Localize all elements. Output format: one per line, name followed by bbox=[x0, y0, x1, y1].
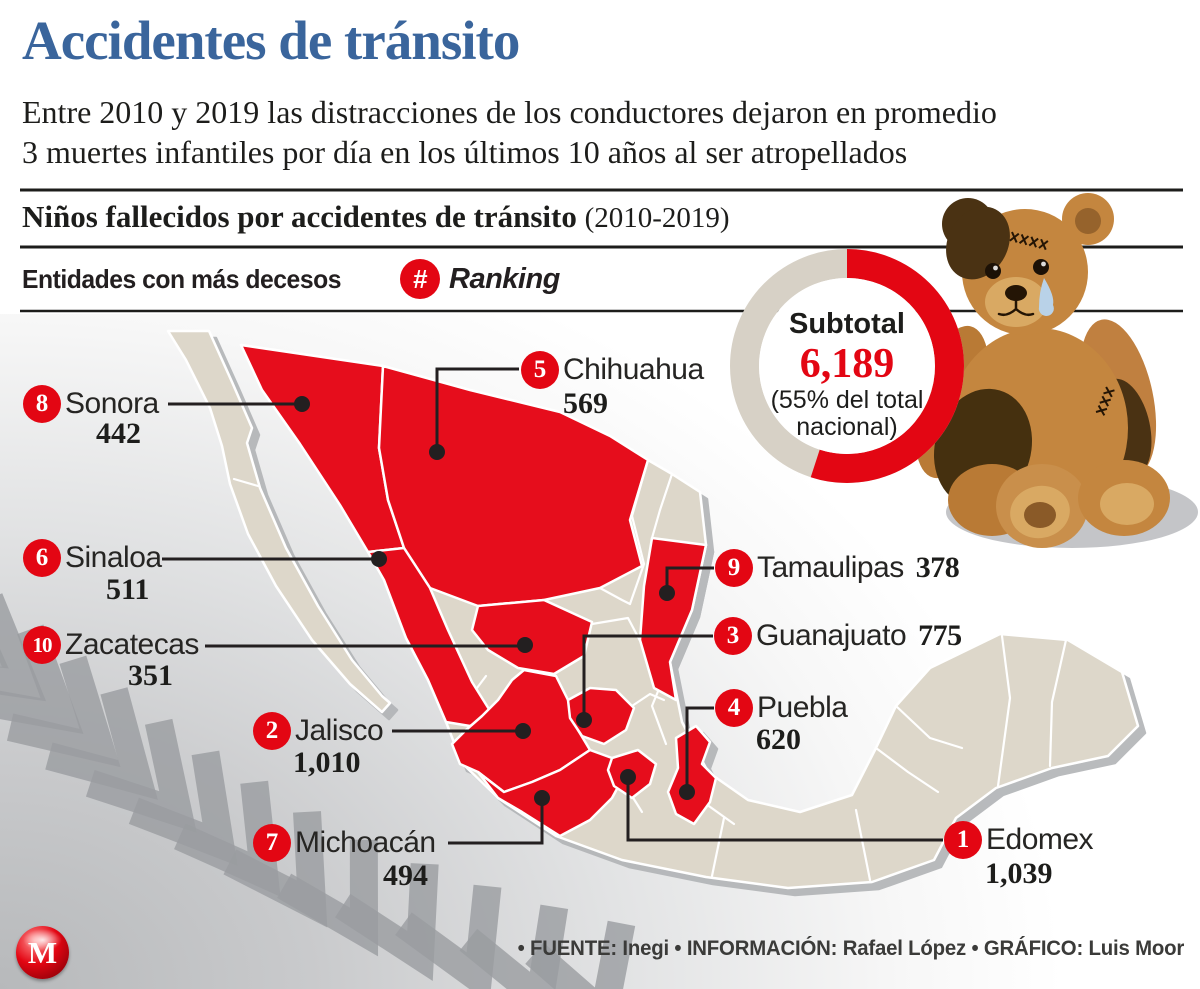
state-borders bbox=[232, 458, 1068, 882]
rank-badge-Puebla: 4 bbox=[715, 689, 753, 727]
subtitle-line-2: 3 muertes infantiles por día en los últi… bbox=[22, 134, 908, 170]
state-zacatecas bbox=[470, 598, 594, 676]
state-name: Tamaulipas bbox=[757, 551, 904, 584]
section-period: (2010-2019) bbox=[584, 202, 730, 234]
legend-ranking-label: Ranking bbox=[449, 263, 560, 295]
rank-badge-Tamaulipas: 9 bbox=[715, 549, 753, 587]
state-name: Sinaloa bbox=[65, 541, 162, 574]
page-subtitle: Entre 2010 y 2019 las distracciones de l… bbox=[22, 92, 997, 172]
mexico-map bbox=[166, 329, 1140, 890]
state-value: 378 bbox=[915, 551, 960, 584]
map-label-Chihuahua: Chihuahua bbox=[563, 351, 704, 389]
state-puebla bbox=[666, 724, 718, 826]
state-baja-california bbox=[166, 329, 392, 714]
map-label-Edomex: Edomex bbox=[986, 821, 1094, 859]
state-value: 569 bbox=[563, 387, 608, 420]
rank-badge-Chihuahua: 5 bbox=[521, 351, 559, 389]
ranking-badge-icon: # bbox=[400, 259, 440, 299]
state-value: 511 bbox=[106, 573, 150, 606]
state-value: 620 bbox=[756, 723, 801, 756]
rank-badge-Guanajuato: 3 bbox=[714, 617, 752, 655]
map-label-Puebla: Puebla bbox=[757, 689, 848, 727]
page-title: Accidentes de tránsito bbox=[22, 10, 520, 71]
milenio-logo: M bbox=[16, 926, 69, 979]
donut-value: 6,189 bbox=[799, 341, 895, 387]
state-chihuahua bbox=[377, 364, 650, 608]
map-label-Sinaloa: Sinaloa bbox=[65, 539, 162, 577]
teddy-bear-illustration bbox=[914, 193, 1198, 548]
state-name: Michoacán bbox=[295, 826, 436, 859]
map-label-Michoacán: Michoacán bbox=[295, 824, 436, 862]
state-value: 442 bbox=[96, 417, 141, 450]
rank-badge-Sonora: 8 bbox=[23, 385, 61, 423]
rank-badge-Sinaloa: 6 bbox=[23, 539, 61, 577]
donut-center-text: Subtotal 6,189 (55% del total nacional) bbox=[757, 307, 937, 441]
credits: • FUENTE: Inegi • INFORMACIÓN: Rafael Ló… bbox=[517, 937, 1185, 960]
donut-note-line-1: (55% del total bbox=[770, 386, 924, 414]
map-label-Tamaulipas: Tamaulipas 378 bbox=[757, 549, 960, 587]
donut-title: Subtotal bbox=[789, 308, 905, 340]
donut-chart bbox=[730, 249, 964, 483]
rank-badge-Jalisco: 2 bbox=[253, 712, 291, 750]
state-value: 494 bbox=[383, 859, 428, 892]
map-label-Sonora: Sonora bbox=[65, 385, 159, 423]
state-value: 1,039 bbox=[985, 857, 1053, 890]
state-tamaulipas bbox=[638, 536, 708, 702]
state-value: 775 bbox=[918, 619, 962, 652]
connector-lines bbox=[162, 367, 943, 845]
state-name: Jalisco bbox=[295, 714, 384, 747]
state-name: Edomex bbox=[986, 823, 1094, 856]
rank-badge-Michoacán: 7 bbox=[253, 824, 291, 862]
state-name: Sonora bbox=[65, 387, 159, 420]
subtitle-line-1: Entre 2010 y 2019 las distracciones de l… bbox=[22, 94, 997, 130]
state-value: 1,010 bbox=[293, 746, 361, 779]
milenio-logo-letter: M bbox=[27, 935, 58, 970]
state-value: 351 bbox=[128, 659, 173, 692]
state-name: Guanajuato bbox=[756, 619, 907, 652]
map-label-Zacatecas: Zacatecas bbox=[65, 626, 199, 664]
legend-label: Entidades con más decesos bbox=[22, 264, 341, 294]
map-label-Guanajuato: Guanajuato 775 bbox=[756, 617, 962, 655]
state-name: Puebla bbox=[757, 691, 848, 724]
rank-badge-Edomex: 1 bbox=[944, 821, 982, 859]
donut-note-line-2: nacional) bbox=[796, 413, 898, 441]
rank-badge-Zacatecas: 10 bbox=[23, 626, 61, 664]
section-title: Niños fallecidos por accidentes de tráns… bbox=[22, 199, 577, 234]
state-name: Zacatecas bbox=[65, 628, 199, 661]
state-name: Chihuahua bbox=[563, 353, 704, 386]
state-sinaloa bbox=[366, 546, 494, 728]
tire-track-graphic bbox=[0, 562, 636, 989]
map-label-Jalisco: Jalisco bbox=[295, 712, 384, 750]
section-header: Niños fallecidos por accidentes de tráns… bbox=[22, 199, 730, 235]
